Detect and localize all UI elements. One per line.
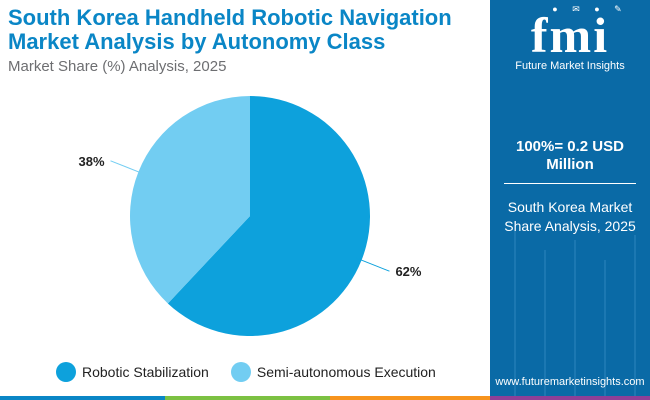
pie-slice-robotic-stabilization <box>167 96 370 336</box>
data-label-robotic-stabilization: 62% <box>395 264 421 279</box>
chart-title: South Korea Handheld Robotic Navigation … <box>8 5 452 54</box>
info-panel: ● ✉ ● ✎ fmi Future Market Insights 100%=… <box>490 0 650 400</box>
leader-line-robotic-stabilization <box>355 257 390 272</box>
pie-slice-semi-autonomous-execution <box>129 96 250 304</box>
bottom-bar-segment-green <box>165 396 330 400</box>
logo-decoration-icons: ● ✉ ● ✎ <box>552 4 628 14</box>
panel-caption: South Korea Market Share Analysis, 2025 <box>490 198 650 236</box>
market-total-line1: 100%= 0.2 USD <box>516 138 624 155</box>
panel-caption-line2: Share Analysis, 2025 <box>504 218 636 234</box>
market-total-line2: Million <box>546 156 594 173</box>
legend-swatch-semi-autonomous-execution <box>230 362 251 382</box>
leader-line-semi-autonomous-execution <box>110 160 145 175</box>
legend-label-semi-autonomous-execution: Semi-autonomous Execution <box>256 364 436 380</box>
legend-item-semi-autonomous-execution: Semi-autonomous Execution <box>230 362 436 382</box>
website-link[interactable]: www.futuremarketinsights.com <box>495 376 645 388</box>
bottom-color-bar <box>0 396 650 400</box>
chart-header: South Korea Handheld Robotic Navigation … <box>8 5 488 76</box>
panel-divider <box>504 183 636 184</box>
chart-legend: Robotic Stabilization Semi-autonomous Ex… <box>56 362 458 382</box>
bottom-bar-segment-blue <box>0 396 165 400</box>
pie-chart: 62% 38% <box>79 96 422 336</box>
logo-mark: fmi <box>530 7 610 63</box>
legend-swatch-robotic-stabilization <box>56 362 76 382</box>
logo-text: Future Market Insights <box>515 60 625 72</box>
bottom-bar-segment-purple <box>490 396 650 400</box>
data-label-semi-autonomous-execution: 38% <box>79 154 105 169</box>
chart-subtitle: Market Share (%) Analysis, 2025 <box>8 58 227 75</box>
market-total: 100%= 0.2 USD Million <box>490 138 650 174</box>
panel-background-lines <box>514 230 636 400</box>
legend-label-robotic-stabilization: Robotic Stabilization <box>82 364 209 380</box>
bottom-bar-segment-orange <box>330 396 490 400</box>
panel-caption-line1: South Korea Market <box>507 199 633 215</box>
legend-item-robotic-stabilization: Robotic Stabilization <box>56 362 209 382</box>
fmi-logo: fmi Future Market Insights <box>490 8 650 72</box>
